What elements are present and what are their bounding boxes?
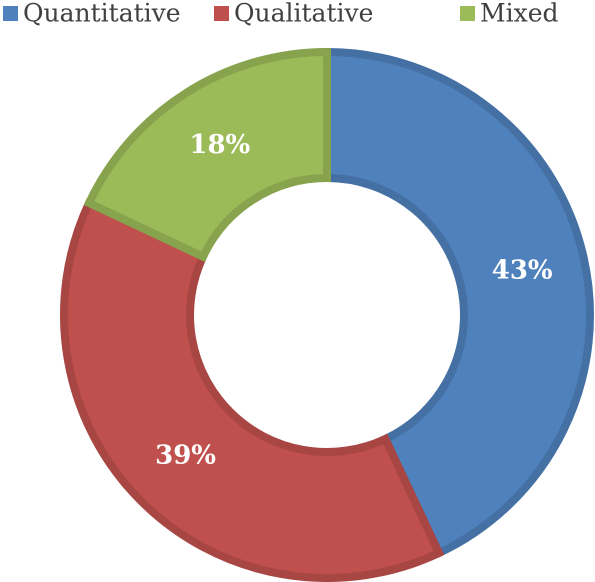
legend-marker <box>214 6 229 21</box>
value-label: 39% <box>155 440 216 470</box>
donut-slice <box>323 47 594 559</box>
value-label: 43% <box>492 255 553 285</box>
legend-label: Quantitative <box>23 0 181 28</box>
donut-slice <box>83 47 331 262</box>
legend-marker <box>3 6 18 21</box>
value-label: 18% <box>189 130 250 160</box>
donut-slice <box>60 197 445 582</box>
legend-marker <box>460 6 475 21</box>
legend-label: Qualitative <box>234 0 373 28</box>
legend-label: Mixed <box>480 0 559 28</box>
